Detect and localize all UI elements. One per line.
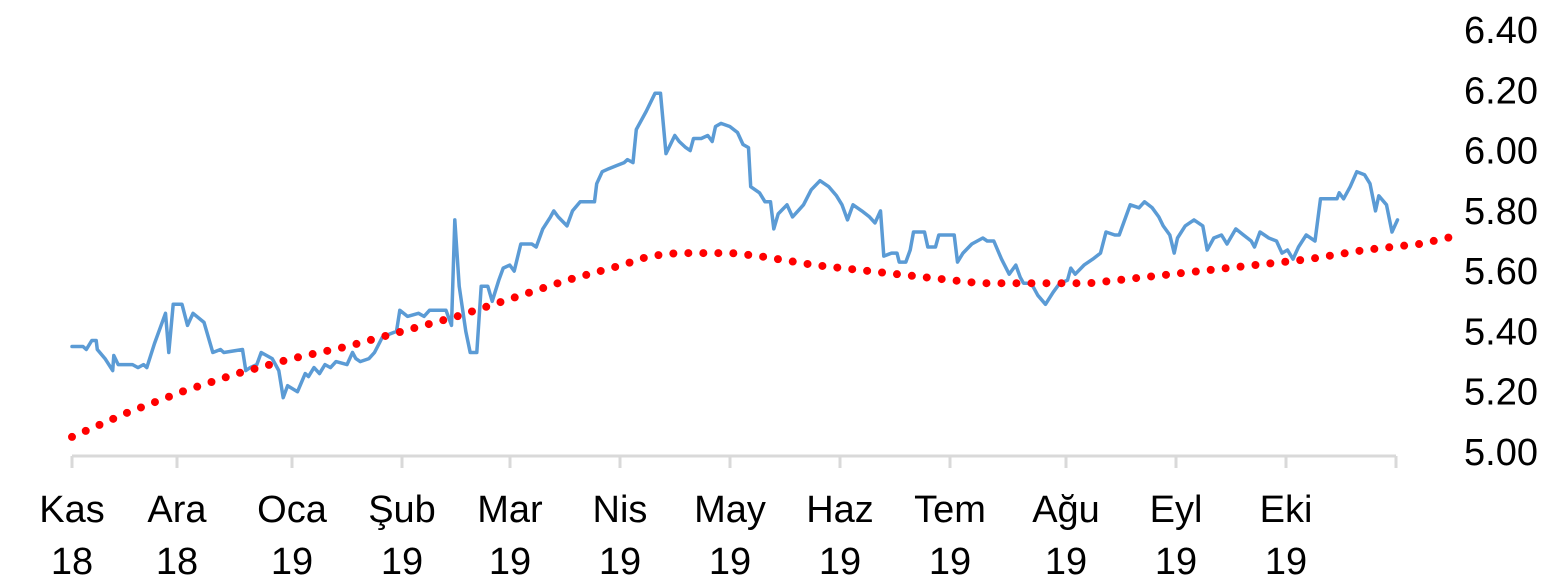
x-tick-label-month: Oca [257,489,328,531]
x-tick-label-month: Ara [147,489,207,531]
y-tick-label: 5.60 [1464,251,1538,293]
x-tick-label-month: Tem [914,489,986,531]
series-layer [68,91,1462,441]
x-tick-label-year: 18 [156,541,198,583]
y-tick-label: 5.00 [1464,432,1538,474]
x-tick-label-month: Eki [1260,489,1313,531]
price-series-line [70,91,1400,400]
x-tick-label-year: 19 [599,541,641,583]
x-tick-label-year: 19 [819,541,861,583]
x-tick-label-year: 19 [381,541,423,583]
x-tick-label-year: 19 [271,541,313,583]
x-tick-label-year: 19 [1265,541,1307,583]
y-tick-label: 6.40 [1464,10,1538,52]
y-axis: 6.40 6.20 6.00 5.80 5.60 5.40 5.20 5.00 [1464,10,1538,474]
x-tick-label-year: 19 [1155,541,1197,583]
x-axis: Kas 18 Ara 18 Oca 19 Şub 19 Mar 19 Nis 19 May 19 Haz 19… [39,456,1398,583]
x-tick-label-year: 19 [929,541,971,583]
trend-dotted-line [68,231,1462,441]
y-tick-label: 5.40 [1464,311,1538,353]
y-tick-label: 6.00 [1464,131,1538,173]
y-tick-label: 6.20 [1464,70,1538,112]
x-tick-label-month: Şub [368,489,436,531]
x-tick-label-year: 19 [1045,541,1087,583]
x-tick-label-month: May [694,489,766,531]
x-tick-label-month: Mar [477,489,543,531]
x-tick-label-month: Nis [593,489,648,531]
x-tick-label-year: 19 [709,541,751,583]
y-tick-label: 5.80 [1464,191,1538,233]
x-tick-label-month: Ağu [1032,489,1100,531]
x-tick-label-year: 19 [489,541,531,583]
x-tick-label-year: 18 [51,541,93,583]
x-tick-label-month: Haz [806,489,874,531]
x-tick-label-month: Kas [39,489,104,531]
x-tick-label-month: Eyl [1150,489,1203,531]
y-tick-label: 5.20 [1464,372,1538,414]
